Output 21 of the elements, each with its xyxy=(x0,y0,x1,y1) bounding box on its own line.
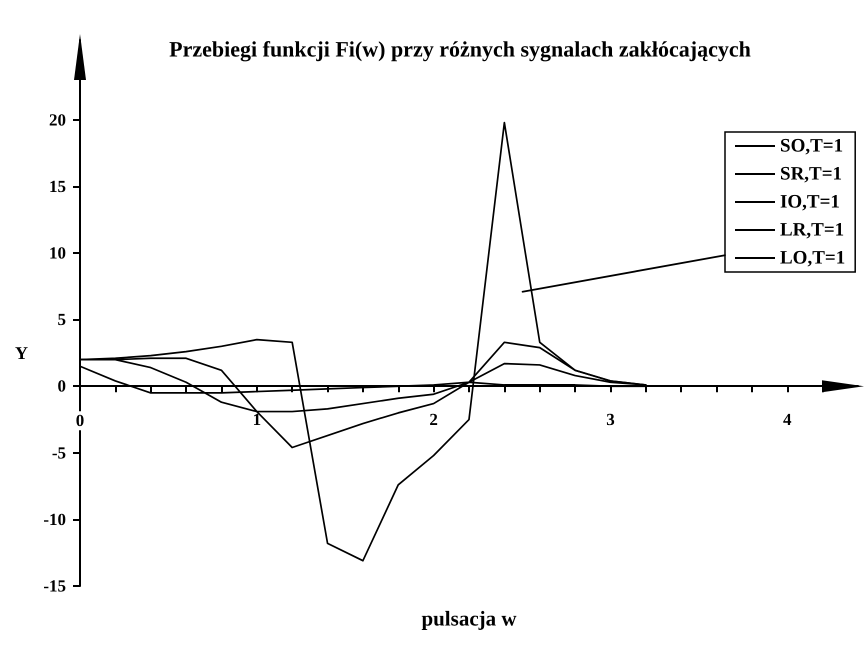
y-tick-label: 20 xyxy=(49,110,66,130)
y-tick-label: 0 xyxy=(58,376,66,396)
x-tick-label: 3 xyxy=(606,410,615,430)
legend-label: IO,T=1 xyxy=(780,192,840,212)
y-axis-title: Y xyxy=(15,343,28,364)
x-tick-label: 0 xyxy=(76,411,84,430)
y-tick-label: 15 xyxy=(49,176,66,196)
x-axis-title: pulsacja w xyxy=(421,606,518,630)
legend-label: SO,T=1 xyxy=(780,136,844,156)
legend-label: SR,T=1 xyxy=(780,164,842,184)
x-tick-label: 1 xyxy=(252,410,262,430)
y-tick-label: 5 xyxy=(58,310,66,330)
y-tick-label: -5 xyxy=(52,443,66,462)
y-tick-label: -10 xyxy=(43,510,66,529)
x-tick-label: 4 xyxy=(783,410,792,430)
chart-title: Przebiegi funkcji Fi(w) przy różnych sygnalach zakłócających xyxy=(169,36,751,62)
y-tick-label: 10 xyxy=(49,244,66,263)
legend-label: LR,T=1 xyxy=(780,220,844,240)
x-tick-label: 2 xyxy=(429,410,438,430)
y-tick-label: -15 xyxy=(43,576,66,596)
legend-label: LO,T=1 xyxy=(780,248,846,268)
